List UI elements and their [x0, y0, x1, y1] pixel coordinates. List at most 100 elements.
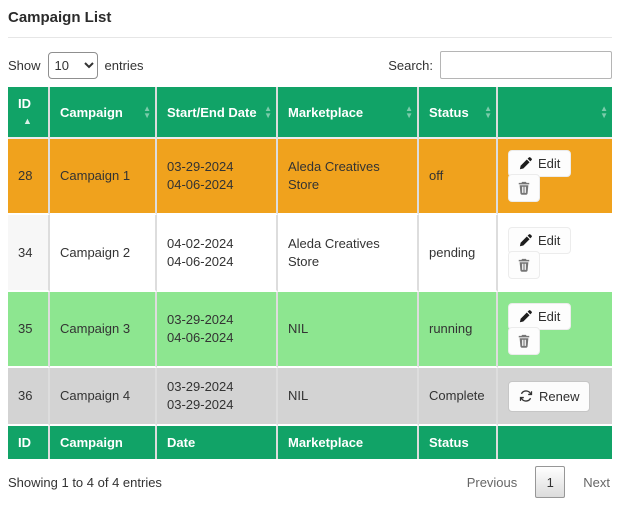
cell-dates: 04-02-2024 04-06-2024: [157, 215, 278, 292]
footer-header-id: ID: [8, 426, 50, 459]
action-buttons: Edit: [508, 226, 602, 279]
page-length-control: Show 10 entries: [8, 51, 144, 79]
date-line: 03-29-2024: [167, 312, 234, 327]
date-line: 03-29-2024: [167, 379, 234, 394]
sort-icon[interactable]: ▲ ▼: [405, 104, 413, 120]
footer-row: ID Campaign Date Marketplace Status: [8, 426, 612, 459]
refresh-icon: [519, 389, 533, 403]
column-header-label: ID: [18, 96, 31, 111]
cell-status: off: [419, 139, 498, 215]
cell-campaign: Campaign 2: [50, 215, 157, 292]
cell-campaign: Campaign 4: [50, 368, 157, 426]
table-row: 36 Campaign 4 03-29-2024 03-29-2024 NIL Compl…: [8, 368, 612, 426]
button-label: Renew: [539, 388, 580, 404]
campaign-table: ID▲ Campaign ▲ ▼ Start/End Date ▲ ▼ Marketpla…: [8, 87, 612, 459]
cell-dates: 03-29-2024 03-29-2024: [157, 368, 278, 426]
footer-header-actions: [498, 426, 612, 459]
page-1-button[interactable]: 1: [535, 466, 566, 498]
cell-dates: 03-29-2024 04-06-2024: [157, 139, 278, 215]
sort-asc-icon[interactable]: ▲: [23, 116, 32, 126]
cell-dates: 03-29-2024 04-06-2024: [157, 292, 278, 368]
footer-header-campaign: Campaign: [50, 426, 157, 459]
cell-actions: Edit: [498, 139, 612, 215]
table-controls: Show 10 entries Search:: [8, 51, 612, 79]
footer-header-marketplace: Marketplace: [278, 426, 419, 459]
table-bottom-bar: Showing 1 to 4 of 4 entries Previous 1 N…: [8, 466, 612, 498]
cell-marketplace: NIL: [278, 368, 419, 426]
edit-button[interactable]: Edit: [508, 226, 572, 254]
cell-campaign: Campaign 1: [50, 139, 157, 215]
table-summary: Showing 1 to 4 of 4 entries: [8, 474, 162, 490]
header-row: ID▲ Campaign ▲ ▼ Start/End Date ▲ ▼ Marketpla…: [8, 87, 612, 139]
cell-marketplace: NIL: [278, 292, 419, 368]
footer-header-date: Date: [157, 426, 278, 459]
next-button[interactable]: Next: [583, 474, 610, 490]
delete-button[interactable]: [508, 327, 540, 355]
column-header-label: Start/End Date: [167, 104, 257, 120]
previous-button[interactable]: Previous: [466, 474, 518, 490]
button-label: Edit: [538, 232, 561, 248]
column-header-actions[interactable]: ▲ ▼: [498, 87, 612, 139]
cell-status: running: [419, 292, 498, 368]
date-line: 04-06-2024: [167, 330, 234, 345]
cell-id: 34: [8, 215, 50, 292]
column-header-campaign[interactable]: Campaign ▲ ▼: [50, 87, 157, 139]
sort-icon[interactable]: ▲ ▼: [264, 104, 272, 120]
trash-icon: [517, 258, 531, 272]
action-buttons: Edit: [508, 150, 602, 202]
date-line: 03-29-2024: [167, 159, 234, 174]
cell-status: pending: [419, 215, 498, 292]
sort-icon[interactable]: ▲ ▼: [143, 104, 151, 120]
cell-marketplace: Aleda Creatives Store: [278, 215, 419, 292]
search-label: Search:: [388, 57, 433, 73]
table-footer: ID Campaign Date Marketplace Status: [8, 426, 612, 459]
sort-icon[interactable]: ▲ ▼: [600, 104, 608, 120]
action-buttons: Renew: [508, 380, 602, 412]
renew-button[interactable]: Renew: [508, 380, 591, 412]
column-header-label: Status: [429, 104, 469, 120]
search-input[interactable]: [440, 51, 612, 79]
column-header-id[interactable]: ID ▲: [8, 87, 50, 139]
cell-status: Complete: [419, 368, 498, 426]
table-row: 34 Campaign 2 04-02-2024 04-06-2024 Aleda Cr…: [8, 215, 612, 292]
delete-button[interactable]: [508, 250, 540, 279]
divider: [8, 37, 612, 38]
date-line: 04-06-2024: [167, 253, 234, 269]
search-control: Search:: [388, 51, 612, 79]
show-label: Show: [8, 57, 41, 73]
edit-button[interactable]: Edit: [508, 303, 572, 330]
date-line: 03-29-2024: [167, 397, 234, 412]
column-header-label: Campaign: [60, 104, 123, 120]
sort-icon[interactable]: ▲ ▼: [484, 104, 492, 120]
edit-button[interactable]: Edit: [508, 150, 572, 177]
table-row: 28 Campaign 1 03-29-2024 04-06-2024 Aleda Cr…: [8, 139, 612, 215]
cell-id: 28: [8, 139, 50, 215]
column-header-marketplace[interactable]: Marketplace ▲ ▼: [278, 87, 419, 139]
entries-select[interactable]: 10: [47, 51, 98, 79]
trash-icon: [517, 181, 531, 195]
pencil-icon: [519, 310, 532, 323]
date-line: 04-02-2024: [167, 235, 234, 251]
table-row: 35 Campaign 3 03-29-2024 04-06-2024 NIL runni…: [8, 292, 612, 368]
page-title: Campaign List: [8, 9, 112, 26]
pencil-icon: [519, 157, 532, 170]
column-header-date[interactable]: Start/End Date ▲ ▼: [157, 87, 278, 139]
date-line: 04-06-2024: [167, 177, 234, 192]
button-label: Edit: [538, 156, 561, 171]
delete-button[interactable]: [508, 174, 540, 202]
button-label: Edit: [538, 309, 561, 324]
footer-header-status: Status: [419, 426, 498, 459]
action-buttons: Edit: [508, 303, 602, 355]
cell-id: 35: [8, 292, 50, 368]
entries-label: entries: [104, 57, 144, 73]
column-header-label: Marketplace: [288, 104, 364, 120]
cell-marketplace: Aleda Creatives Store: [278, 139, 419, 215]
cell-campaign: Campaign 3: [50, 292, 157, 368]
column-header-status[interactable]: Status ▲ ▼: [419, 87, 498, 139]
cell-actions: Edit: [498, 215, 612, 292]
pagination: Previous 1 Next: [465, 466, 612, 498]
cell-actions: Edit: [498, 292, 612, 368]
trash-icon: [517, 334, 531, 348]
cell-actions: Renew: [498, 368, 612, 426]
